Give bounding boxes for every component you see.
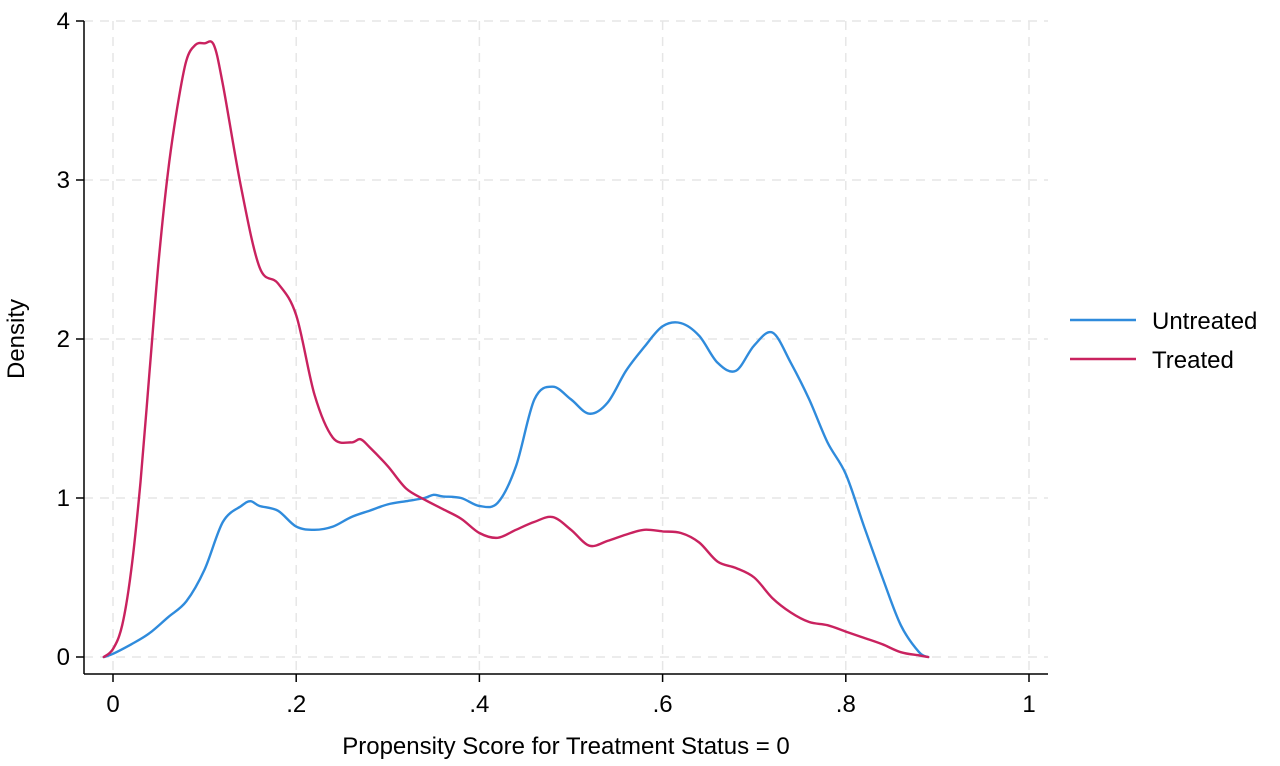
axes [83, 21, 1048, 675]
x-tick-label: .8 [836, 691, 856, 718]
x-tick-label: 1 [1022, 691, 1035, 718]
x-tick-label: 0 [106, 691, 119, 718]
series-line-treated [102, 40, 930, 659]
x-axis-title: Propensity Score for Treatment Status = … [342, 733, 790, 760]
series-lines [102, 40, 930, 659]
legend-label-treated: Treated [1152, 347, 1234, 374]
grid-lines [84, 20, 1048, 674]
y-tick-label: 4 [57, 8, 70, 35]
legend-label-untreated: Untreated [1152, 308, 1257, 335]
y-tick-label: 2 [57, 326, 70, 353]
y-tick-label: 0 [57, 644, 70, 671]
y-axis-title: Density [3, 299, 30, 379]
y-tick-label: 1 [57, 485, 70, 512]
x-tick-label: .4 [469, 691, 489, 718]
x-tick-label: .6 [653, 691, 673, 718]
y-tick-label: 3 [57, 167, 70, 194]
ticks: 0 1 2 3 4 0 .2 .4 .6 .8 1 [57, 8, 1036, 718]
legend: Untreated Treated [1070, 308, 1257, 374]
x-tick-label: .2 [286, 691, 306, 718]
series-line-untreated [102, 321, 930, 659]
